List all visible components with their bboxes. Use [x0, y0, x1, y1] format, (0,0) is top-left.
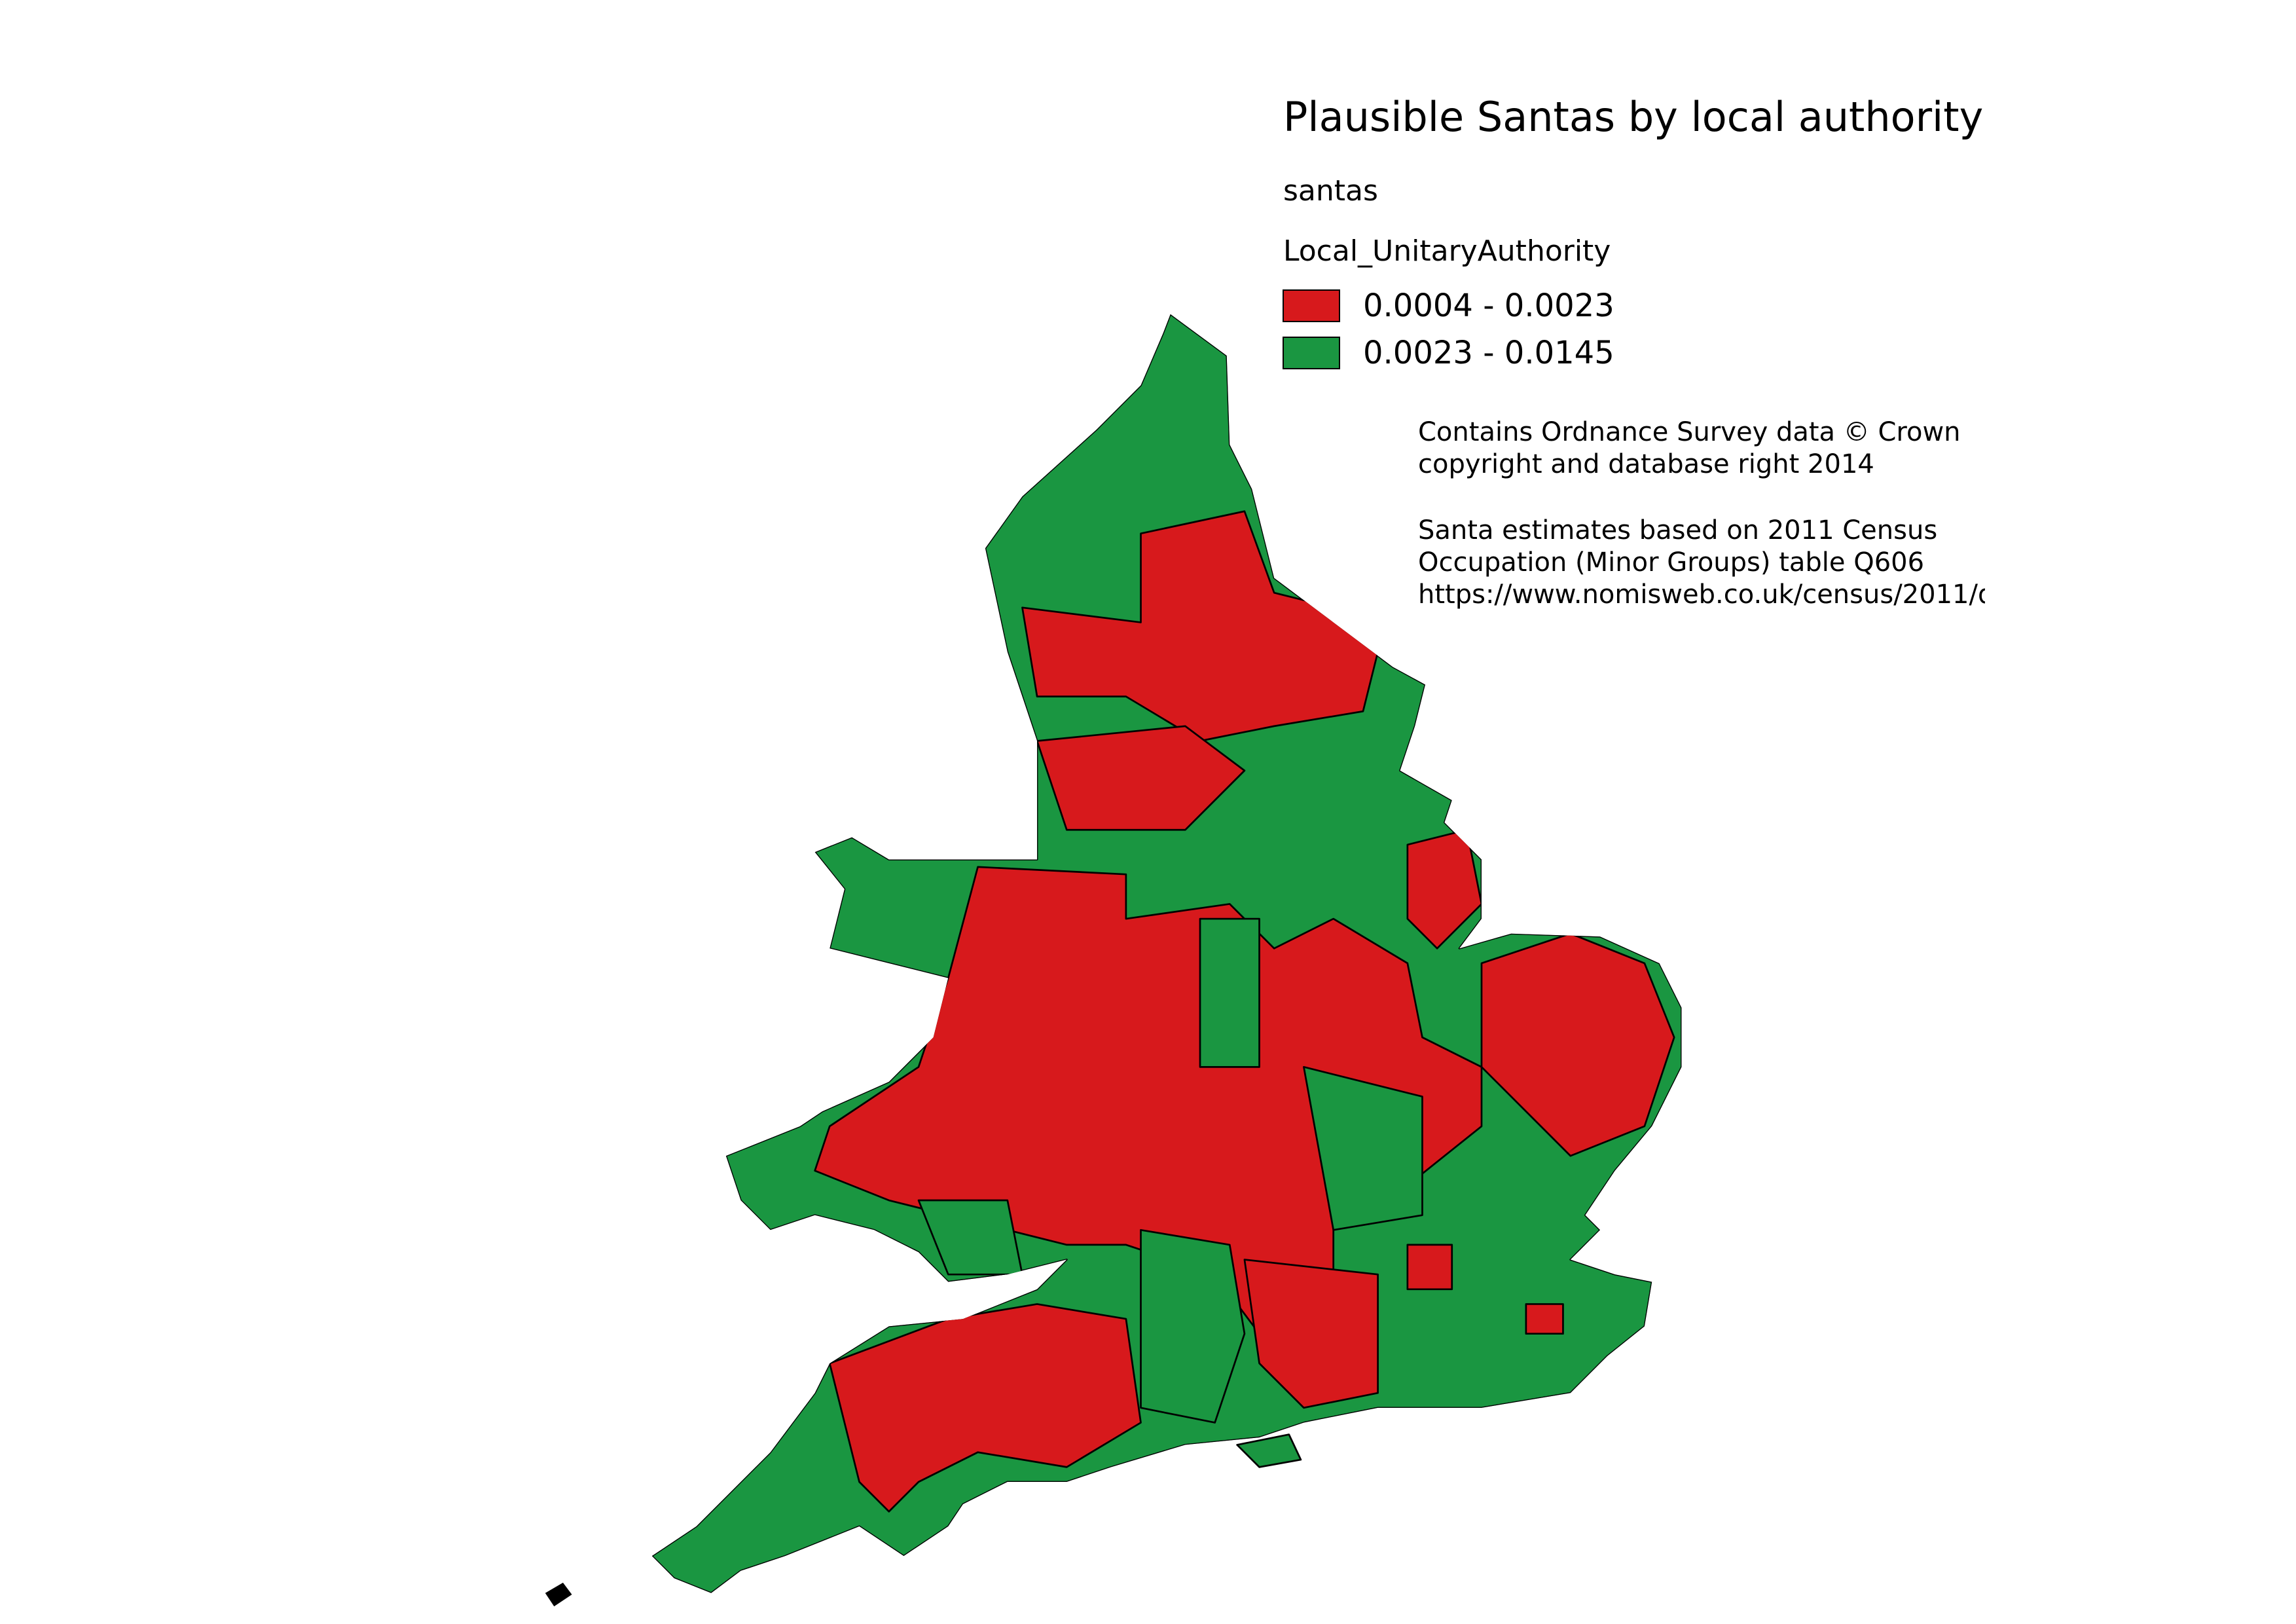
region — [1236, 1433, 1302, 1468]
attribution-line: Santa estimates based on 2011 Census — [1418, 515, 1937, 545]
attribution-line: copyright and database right 2014 — [1418, 449, 1874, 479]
region — [1140, 1228, 1246, 1424]
regions — [651, 314, 1682, 1593]
legend-swatch — [1283, 289, 1340, 322]
region — [1406, 1244, 1453, 1291]
island — [545, 1582, 572, 1607]
region — [1303, 1066, 1423, 1231]
legend: 0.0004 - 0.0023 0.0023 - 0.0145 — [1283, 287, 1614, 371]
attribution: Contains Ordnance Survey data © Crowncop… — [1418, 417, 2025, 610]
region — [1480, 932, 1675, 1157]
region — [828, 1303, 1142, 1513]
legend-swatch — [1283, 337, 1340, 369]
legend-label: 0.0023 - 0.0145 — [1363, 335, 1614, 371]
region — [1199, 917, 1260, 1068]
legend-field: Local_UnitaryAuthority — [1283, 234, 1611, 268]
attribution-line: https://www.nomisweb.co.uk/census/2011/q… — [1418, 580, 2025, 610]
region — [1243, 1259, 1379, 1409]
map — [545, 314, 1682, 1607]
map-title: Plausible Santas by local authority — [1283, 93, 1983, 141]
region — [1525, 1303, 1564, 1335]
attribution-line: Occupation (Minor Groups) table Q606 — [1418, 547, 1924, 578]
legend-label: 0.0004 - 0.0023 — [1363, 287, 1614, 324]
region — [1036, 725, 1246, 831]
legend-layer: santas — [1283, 174, 1378, 208]
attribution-line: Contains Ordnance Survey data © Crown — [1418, 417, 1961, 447]
